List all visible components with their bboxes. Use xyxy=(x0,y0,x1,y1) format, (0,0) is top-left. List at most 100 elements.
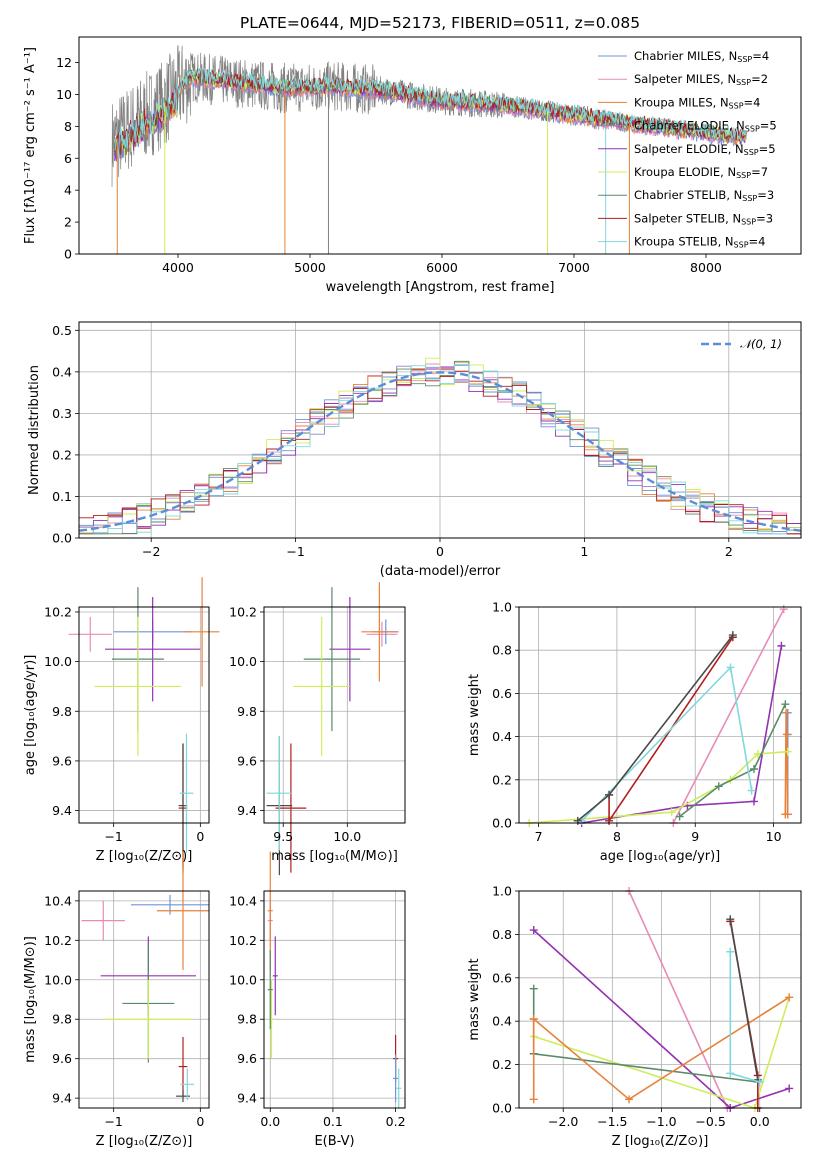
x-tick-label: −1.0 xyxy=(646,1114,676,1129)
legend-label-normal: 𝒩(0, 1) xyxy=(740,337,782,351)
y-tick-label: 8 xyxy=(64,119,72,134)
x-tick-label: 8 xyxy=(613,829,621,844)
y-tick-label: 1.0 xyxy=(492,884,512,899)
y-tick-label: 9.6 xyxy=(52,1051,72,1066)
y-tick-label: 10 xyxy=(56,87,72,102)
legend-label-salpeter_elodie: Salpeter ELODIE, NSSP=5 xyxy=(634,142,776,157)
spectrum-legend: Chabrier MILES, NSSP=4 Salpeter MILES, NS… xyxy=(598,49,777,250)
x-tick-label: 10.0 xyxy=(333,829,361,844)
axes-frame xyxy=(78,890,210,1109)
kroupa_miles-weight-marker xyxy=(625,1095,634,1104)
salpeter_stelib-weight-marker xyxy=(605,816,614,825)
y-axis-label: Flux [fλ10⁻¹⁷ erg cm⁻² s⁻¹ A⁻¹] xyxy=(23,47,38,244)
weight_vs_Z-panel: −2.0 −1.5 −1.0 −0.5 0.0 0.0 0.2 0.4 0.6 0.8 1.0 Z [… xyxy=(467,884,802,1149)
x-tick-label: 7000 xyxy=(558,260,590,275)
x-tick-label: 10 xyxy=(766,829,782,844)
y-tick-label: 2 xyxy=(64,215,72,230)
kroupa_miles-weight-marker xyxy=(782,708,791,717)
y-tick-label: 0.4 xyxy=(492,1014,512,1029)
dark-weight-marker xyxy=(605,790,614,799)
kroupa_miles-weight-marker xyxy=(783,810,792,819)
y-tick-label: 0.6 xyxy=(492,686,512,701)
x-tick-label: 0.2 xyxy=(386,1114,406,1129)
x-tick-label: 9 xyxy=(691,829,699,844)
kroupa_miles-weight-line xyxy=(532,996,790,1101)
y-tick-label: 10.2 xyxy=(44,604,72,619)
axes-frame xyxy=(263,606,406,824)
normal-curve xyxy=(78,371,802,532)
y-tick-label: 10.2 xyxy=(229,604,257,619)
weight_vs_age-panel: 7 8 9 10 0.0 0.2 0.4 0.6 0.8 1.0 age [log₁₀(age/yr… xyxy=(467,600,802,864)
x-tick-label: 0.0 xyxy=(750,1114,770,1129)
salpeter_elodie-weight-marker xyxy=(529,926,538,935)
x-axis-label: mass [log₁₀(M/M⊙)] xyxy=(271,849,398,864)
y-tick-label: 0.2 xyxy=(492,1057,512,1072)
y-tick-label: 10.2 xyxy=(44,933,72,948)
kroupa_elodie-weight-marker xyxy=(783,747,792,756)
x-axis-label: E(B-V) xyxy=(314,1134,354,1149)
y-tick-label: 9.4 xyxy=(52,803,72,818)
y-axis-label: age [log₁₀(age/yr)] xyxy=(23,655,38,776)
y-tick-label: 0.6 xyxy=(492,970,512,985)
y-tick-label: 9.4 xyxy=(237,1091,257,1106)
y-tick-label: 9.8 xyxy=(237,1012,257,1027)
chabrier_stelib-weight-marker xyxy=(750,765,758,773)
legend-label-chabrier_miles: Chabrier MILES, NSSP=4 xyxy=(634,49,769,64)
axes-frame xyxy=(78,36,802,255)
dark-weight-marker xyxy=(728,631,737,640)
kroupa_miles-weight-line xyxy=(784,712,789,815)
y-tick-label: 9.4 xyxy=(237,803,257,818)
y-tick-label: 9.8 xyxy=(52,704,72,719)
kroupa_elodie-weight-marker xyxy=(667,808,676,817)
y-tick-label: 6 xyxy=(64,151,72,166)
y-tick-label: 9.6 xyxy=(237,753,257,768)
spectrum-plot-area xyxy=(111,45,748,254)
axes-frame xyxy=(263,890,406,1109)
y-tick-label: 10.4 xyxy=(229,893,257,908)
axes-frame xyxy=(78,606,210,824)
weight_vs_age-plot-area xyxy=(525,605,792,827)
x-tick-label: 0.1 xyxy=(323,1114,343,1129)
y-tick-label: 0 xyxy=(64,247,72,262)
y-tick-label: 0.0 xyxy=(492,1101,512,1116)
y-tick-label: 9.8 xyxy=(237,704,257,719)
y-tick-label: 0.3 xyxy=(52,406,72,421)
y-tick-label: 9.4 xyxy=(52,1091,72,1106)
y-tick-label: 0.4 xyxy=(492,729,512,744)
residuals-panel: −2 −1 0 1 2 0.0 0.1 0.2 0.3 0.4 0.5 (data-model)/er… xyxy=(27,321,802,579)
y-tick-label: 0.2 xyxy=(52,447,72,462)
salpeter_elodie-weight-marker xyxy=(785,1084,794,1093)
axes-frame xyxy=(518,890,802,1109)
age_vs_Z-plot-area xyxy=(68,577,220,873)
kroupa_stelib-weight-marker xyxy=(747,786,756,795)
salpeter_elodie-weight-marker xyxy=(750,797,758,806)
x-tick-label: 7 xyxy=(535,829,543,844)
x-tick-label: 1 xyxy=(580,544,588,559)
y-tick-label: 0.8 xyxy=(492,643,512,658)
x-tick-label: 6000 xyxy=(426,260,458,275)
legend-label-chabrier_stelib: Chabrier STELIB, NSSP=3 xyxy=(634,188,774,203)
kroupa_miles-weight-marker xyxy=(782,730,791,739)
legend-label-salpeter_miles: Salpeter MILES, NSSP=2 xyxy=(634,72,768,87)
y-tick-label: 10.0 xyxy=(229,654,257,669)
y-tick-label: 10.0 xyxy=(229,972,257,987)
y-axis-label: mass [log₁₀(M/M⊙)] xyxy=(23,936,38,1063)
x-tick-label: 0 xyxy=(436,544,444,559)
mass_vs_ebv-panel: 0.0 0.1 0.2 9.4 9.6 9.8 10.0 10.2 10.4 E(B-V) xyxy=(229,851,406,1149)
y-tick-label: 12 xyxy=(56,55,72,70)
x-axis-label: (data-model)/error xyxy=(380,564,501,579)
y-tick-label: 10.4 xyxy=(44,893,72,908)
y-tick-label: 0.5 xyxy=(52,323,72,338)
x-tick-label: 0.0 xyxy=(260,1114,280,1129)
x-tick-label: −1.5 xyxy=(597,1114,627,1129)
kroupa_miles-weight-marker xyxy=(529,1095,538,1104)
y-tick-label: 10.2 xyxy=(229,933,257,948)
x-tick-label: 5000 xyxy=(294,260,326,275)
figure-title: PLATE=0644, MJD=52173, FIBERID=0511, z=0… xyxy=(240,14,640,32)
spectrum-panel: 4000 5000 6000 7000 8000 0 2 4 6 8 10 12 wavelength … xyxy=(23,36,802,295)
x-axis-label: Z [log₁₀(Z/Z⊙)] xyxy=(612,1134,709,1149)
y-tick-label: 4 xyxy=(64,183,72,198)
y-axis-label: mass weight xyxy=(467,958,482,1040)
x-tick-label: −1 xyxy=(104,1114,122,1129)
y-axis-label: mass weight xyxy=(467,674,482,756)
